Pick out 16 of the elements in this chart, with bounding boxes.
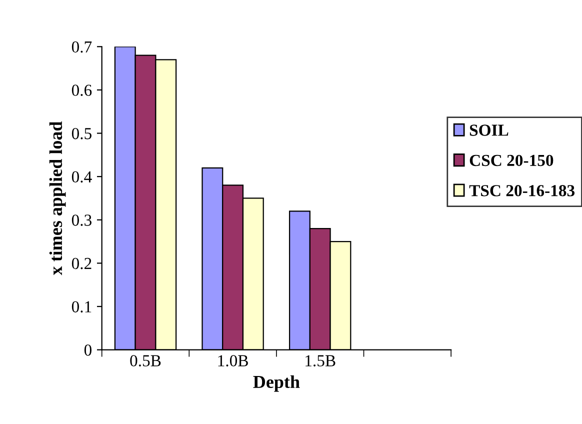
y-tick-label: 0.1 — [72, 301, 92, 313]
y-tick-label: 0 — [84, 344, 92, 356]
legend-label: TSC 20-16-183 — [469, 185, 575, 196]
y-tick-label: 0.2 — [72, 258, 92, 270]
y-tick-label: 0.6 — [72, 84, 92, 96]
y-tick-label: 0.3 — [72, 214, 92, 226]
y-axis-title: x times applied load — [49, 121, 66, 276]
legend-label: CSC 20-150 — [470, 154, 554, 166]
x-tick-label: 0.5B — [130, 355, 161, 366]
x-axis-title: Depth — [253, 375, 300, 392]
y-tick-label: 0.5 — [72, 128, 92, 140]
legend-label: SOIL — [470, 124, 508, 136]
x-tick-label: 1.5B — [306, 355, 336, 366]
x-tick-label: 1.0B — [218, 355, 248, 366]
y-tick-label: 0.4 — [72, 171, 92, 183]
y-tick-label: 0.7 — [72, 41, 92, 53]
